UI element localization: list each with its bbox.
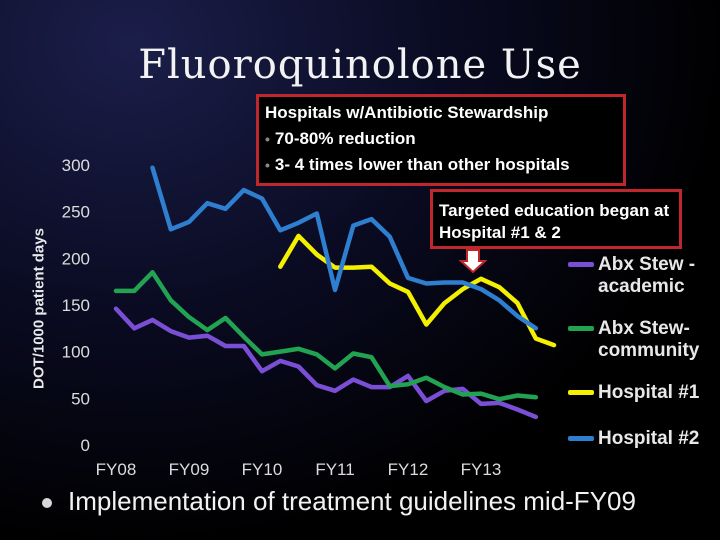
stewardship-callout: Hospitals w/Antibiotic Stewardship • 70-8… xyxy=(256,94,626,186)
legend-swatch xyxy=(568,390,594,395)
legend-label: Abx Stew- community xyxy=(598,318,700,361)
series-line-2 xyxy=(278,233,557,348)
legend-item-abx-academic: Abx Stew - academic xyxy=(558,250,720,314)
chart-series xyxy=(113,165,557,420)
legend-label: Hospital #1 xyxy=(598,382,700,403)
legend-item-hospital-2: Hospital #2 xyxy=(558,424,720,470)
legend-label: Abx Stew - academic xyxy=(598,254,696,297)
y-tick-label: 100 xyxy=(62,343,90,362)
y-tick-label: 50 xyxy=(71,389,90,408)
legend-label: Hospital #2 xyxy=(598,428,700,449)
x-tick-label: FY12 xyxy=(388,460,429,479)
x-tick-label: FY08 xyxy=(96,460,137,479)
y-tick-label: 150 xyxy=(62,296,90,315)
y-tick-label: 0 xyxy=(81,436,90,455)
series-line-3 xyxy=(150,165,539,331)
chart-legend: Abx Stew - academic Abx Stew- community … xyxy=(558,250,720,470)
legend-swatch xyxy=(568,262,594,267)
bullet-icon: • xyxy=(265,157,270,173)
series-line-0 xyxy=(113,306,539,420)
legend-swatch xyxy=(568,326,594,331)
legend-item-abx-community: Abx Stew- community xyxy=(558,314,720,378)
bullet-icon: • xyxy=(265,131,270,147)
footer-bullet: Implementation of treatment guidelines m… xyxy=(42,486,636,517)
bullet-icon xyxy=(42,498,52,509)
education-callout: Targeted education began at Hospital #1 … xyxy=(430,189,682,249)
x-tick-label: FY11 xyxy=(315,460,354,479)
y-axis-label: DOT/1000 patient days xyxy=(30,228,48,389)
chart-axes: 0 50 100 150 200 250 300 FY08 FY09 FY10 FY11 FY12 FY… xyxy=(62,156,502,479)
education-arrow xyxy=(458,249,488,274)
x-tick-label: FY10 xyxy=(242,460,283,479)
y-tick-label: 300 xyxy=(62,156,90,175)
legend-swatch xyxy=(568,436,594,441)
stewardship-bullet-1: • 70-80% reduction xyxy=(265,129,416,148)
y-tick-label: 250 xyxy=(62,203,90,222)
stewardship-heading: Hospitals w/Antibiotic Stewardship xyxy=(265,103,549,122)
legend-item-hospital-1: Hospital #1 xyxy=(558,378,720,424)
stewardship-bullet-2: • 3- 4 times lower than other hospitals xyxy=(265,155,570,174)
page-title: Fluoroquinolone Use xyxy=(138,42,582,88)
x-tick-label: FY09 xyxy=(169,460,210,479)
series-line-1 xyxy=(113,270,539,402)
x-tick-label: FY13 xyxy=(461,460,502,479)
y-tick-label: 200 xyxy=(62,249,90,268)
